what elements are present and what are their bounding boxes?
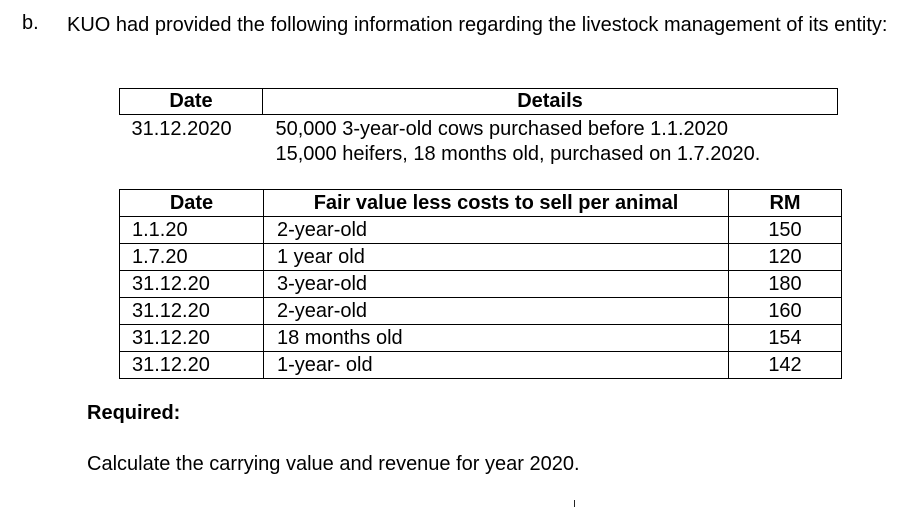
fair-value-table-header: Date Fair value less costs to sell per a… [119, 189, 842, 217]
fv-date: 31.12.20 [119, 324, 264, 352]
fv-rm: 150 [728, 216, 842, 244]
required-heading: Required: [87, 402, 181, 424]
purchase-row: 31.12.2020 50,000 3-year-old cows purcha… [120, 115, 838, 143]
fv-description: 3-year-old [263, 270, 729, 298]
fv-date: 31.12.20 [119, 297, 264, 325]
fv-description: 2-year-old [263, 297, 729, 325]
question-text: KUO had provided the following informati… [67, 14, 888, 36]
cropped-text-fragment [808, 502, 908, 507]
fv-date: 31.12.20 [119, 270, 264, 298]
fv-date: 31.12.20 [119, 351, 264, 379]
required-instruction: Calculate the carrying value and revenue… [87, 453, 580, 475]
fv-description-header: Fair value less costs to sell per animal [263, 189, 729, 217]
purchase-date: 31.12.2020 [131, 118, 232, 140]
purchase-detail-1: 50,000 3-year-old cows purchased before … [275, 118, 729, 140]
fv-date-header: Date [119, 189, 264, 217]
fv-rm: 120 [728, 243, 842, 271]
purchase-detail-2: 15,000 heifers, 18 months old, purchased… [275, 143, 761, 165]
table-row: 31.12.20 18 months old 154 [119, 324, 842, 352]
purchase-date-header: Date [119, 88, 263, 115]
purchase-details-header: Details [262, 88, 838, 115]
fv-date: 1.1.20 [119, 216, 264, 244]
table-row: 1.7.20 1 year old 120 [119, 243, 842, 271]
fv-description: 2-year-old [263, 216, 729, 244]
fair-value-table: Date Fair value less costs to sell per a… [119, 189, 842, 379]
purchase-date-empty [120, 142, 263, 167]
table-row: 1.1.20 2-year-old 150 [119, 216, 842, 244]
question-letter: b. [22, 12, 39, 34]
purchase-table-header: Date Details [119, 88, 838, 115]
table-row: 31.12.20 3-year-old 180 [119, 270, 842, 298]
fv-date: 1.7.20 [119, 243, 264, 271]
fv-rm: 180 [728, 270, 842, 298]
purchase-table: Date Details 31.12.2020 50,000 3-year-ol… [119, 88, 838, 167]
fv-description: 18 months old [263, 324, 729, 352]
table-row: 31.12.20 1-year- old 142 [119, 351, 842, 379]
purchase-row: 15,000 heifers, 18 months old, purchased… [120, 142, 838, 167]
cropped-mark [574, 500, 575, 507]
fv-rm: 160 [728, 297, 842, 325]
fv-description: 1-year- old [263, 351, 729, 379]
fv-rm-header: RM [728, 189, 842, 217]
fv-rm: 154 [728, 324, 842, 352]
table-row: 31.12.20 2-year-old 160 [119, 297, 842, 325]
fv-rm: 142 [768, 354, 802, 376]
fv-description: 1 year old [263, 243, 729, 271]
